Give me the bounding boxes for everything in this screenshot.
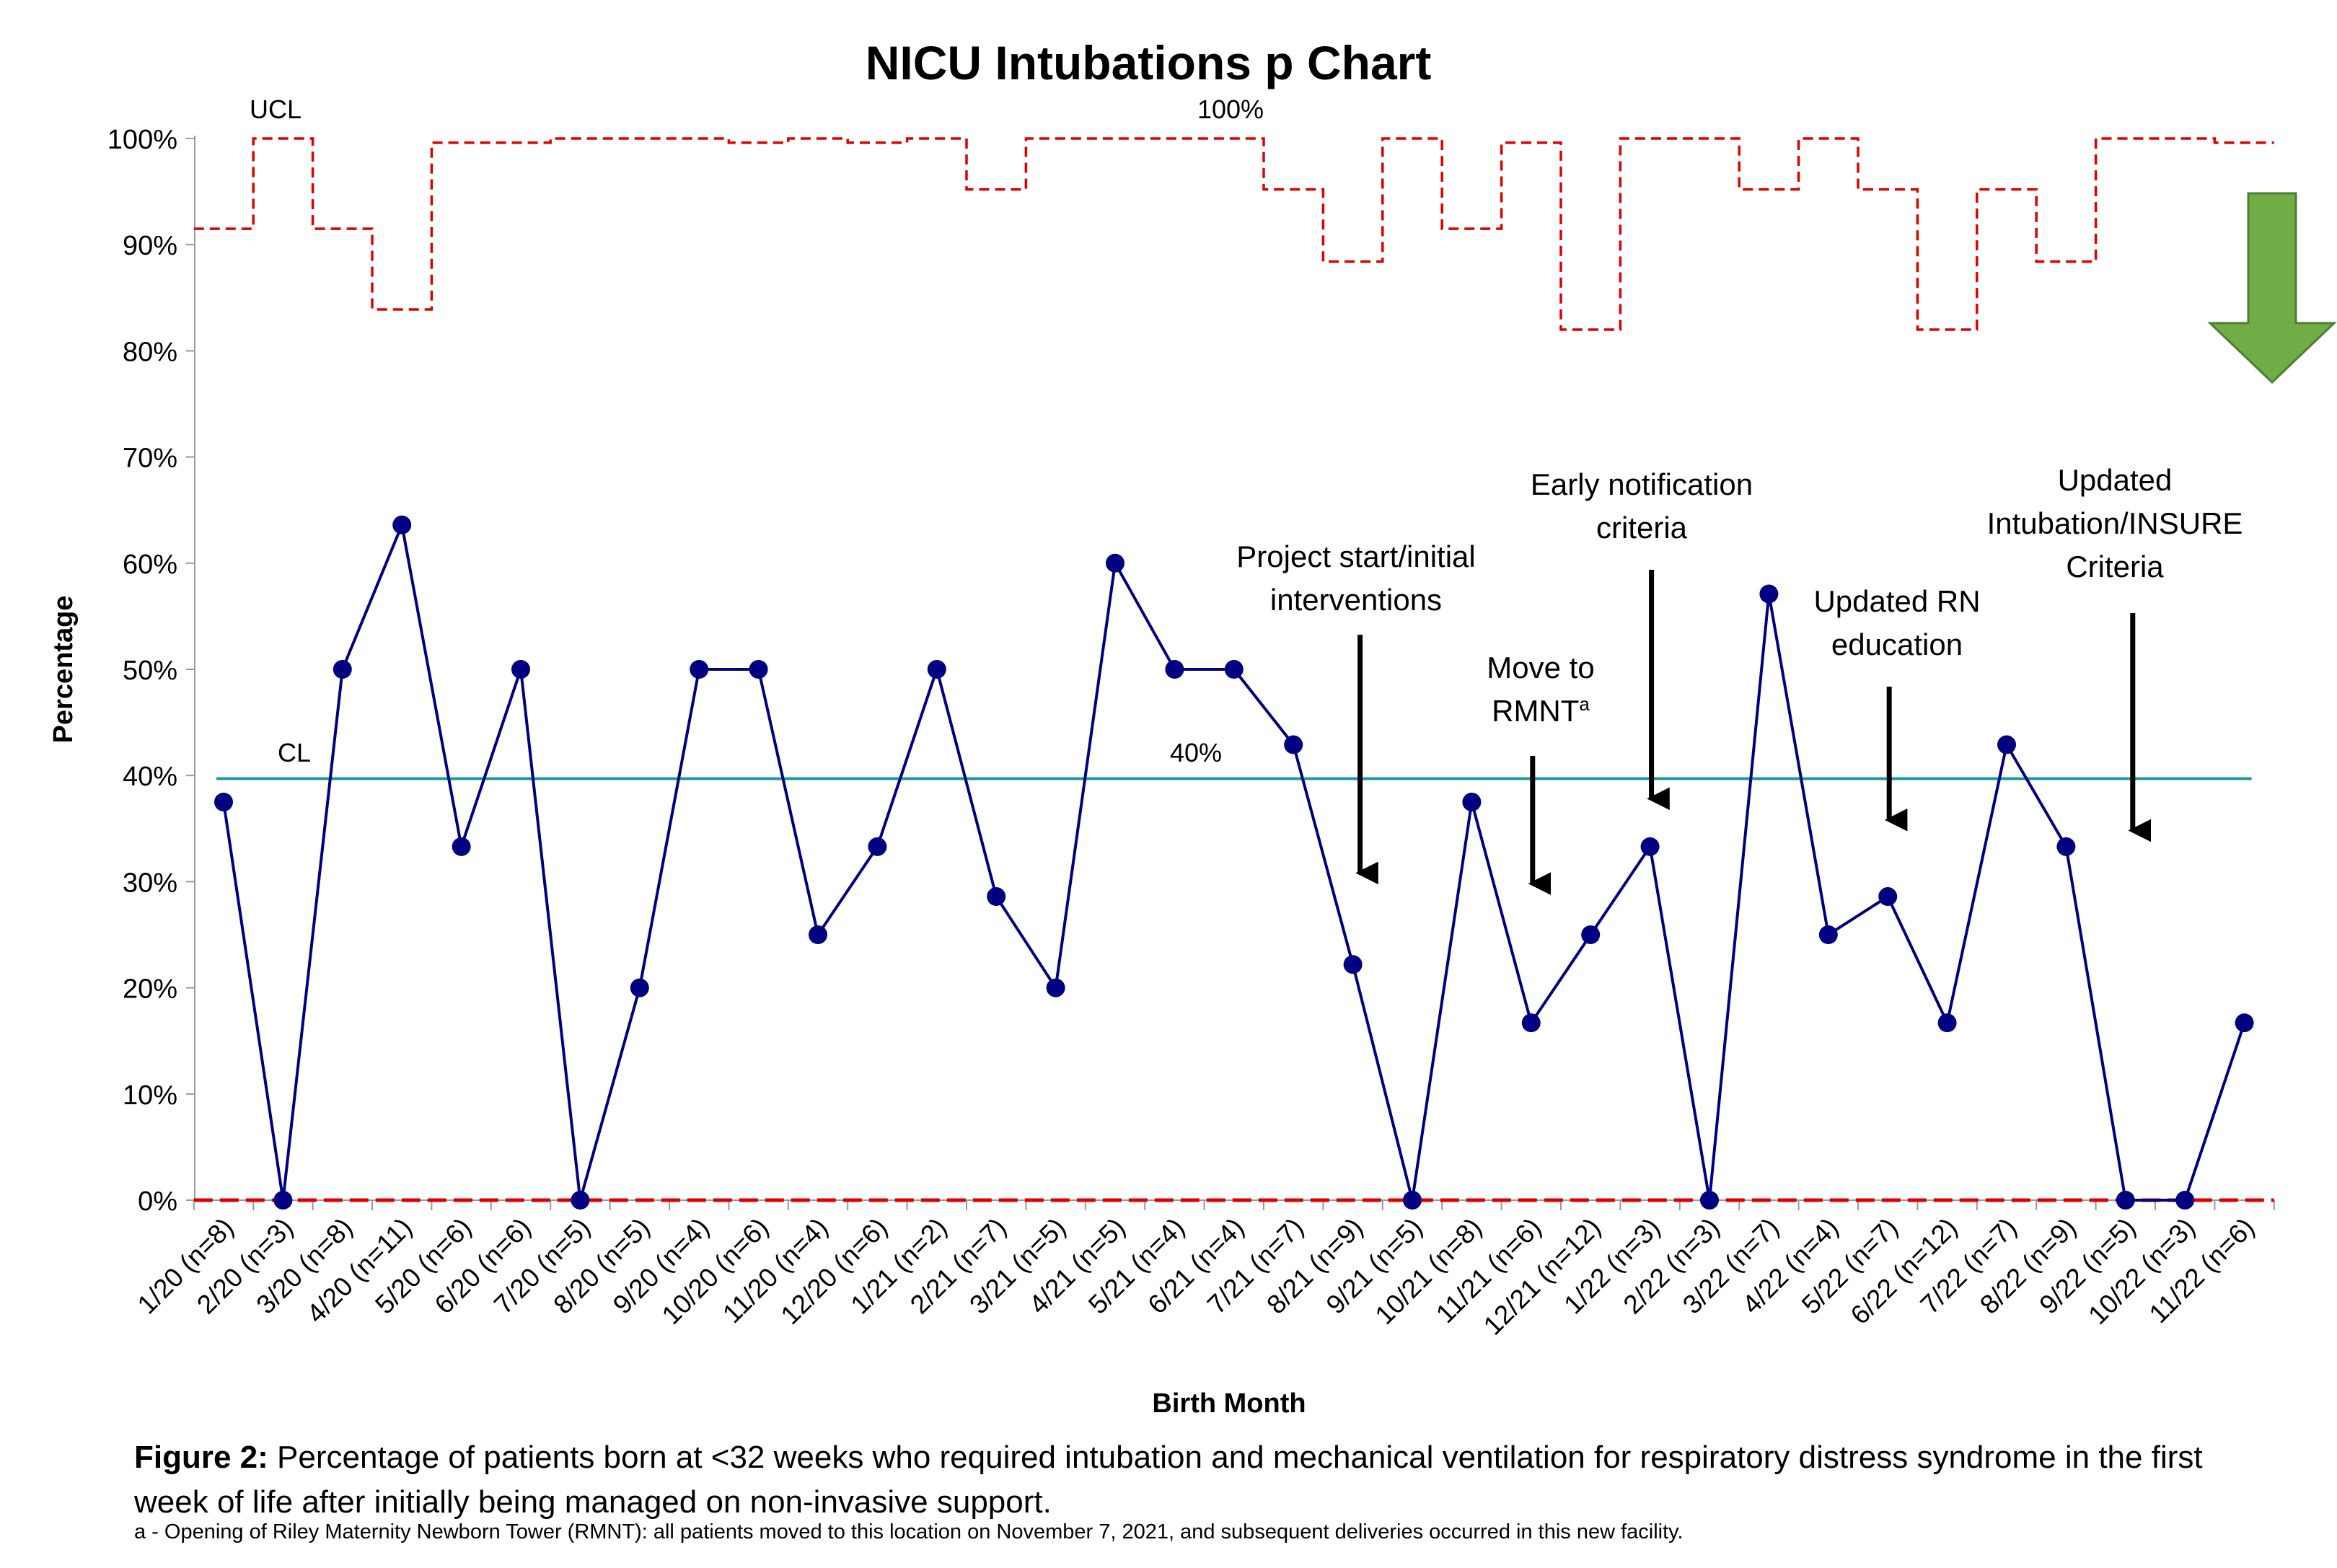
data-point bbox=[1403, 1191, 1422, 1210]
data-point bbox=[452, 837, 471, 856]
figure-caption: Figure 2: Percentage of patients born at… bbox=[134, 1435, 2284, 1525]
y-tick-label: 10% bbox=[123, 1080, 177, 1111]
data-point bbox=[2175, 1191, 2195, 1210]
data-point bbox=[214, 793, 233, 811]
y-tick-label: 50% bbox=[123, 656, 177, 686]
data-point bbox=[1462, 793, 1482, 811]
data-point bbox=[690, 660, 709, 679]
annotation-text: Updated bbox=[2058, 463, 2173, 497]
data-point bbox=[1521, 1013, 1541, 1033]
ucl-label: UCL bbox=[250, 94, 302, 124]
data-point bbox=[273, 1191, 293, 1210]
footnote: a - Opening of Riley Maternity Newborn T… bbox=[134, 1520, 1684, 1543]
figure-label: Figure 2: bbox=[134, 1440, 268, 1475]
data-point bbox=[511, 660, 530, 679]
y-tick-label: 20% bbox=[123, 974, 177, 1005]
annotation-superscript: a bbox=[1579, 693, 1590, 715]
data-point bbox=[1284, 735, 1303, 754]
annotation-text: interventions bbox=[1270, 583, 1442, 617]
annotation-text: Move to bbox=[1487, 651, 1594, 684]
data-point bbox=[1224, 660, 1244, 679]
data-point bbox=[2116, 1191, 2135, 1210]
cl-value-label: 40% bbox=[1170, 738, 1222, 767]
series-line bbox=[222, 519, 2246, 1202]
data-point bbox=[571, 1191, 590, 1210]
annotation-text: criteria bbox=[1596, 511, 1688, 545]
y-tick-label: 70% bbox=[123, 444, 177, 474]
ucl-value-label: 100% bbox=[1197, 94, 1264, 124]
y-tick-label: 60% bbox=[123, 550, 177, 580]
data-point bbox=[1818, 925, 1838, 944]
data-point bbox=[1878, 887, 1898, 907]
annotation-text: Intubation/INSURE bbox=[1987, 506, 2243, 540]
y-tick-label: 80% bbox=[123, 337, 177, 367]
desired-direction-arrow-icon bbox=[2207, 192, 2337, 384]
data-point bbox=[1700, 1191, 1719, 1210]
y-axis-label: Percentage bbox=[48, 596, 79, 744]
p-chart: NICU Intubations p Chart 0% 10% 20% 30% 40% 50… bbox=[48, 36, 2337, 1419]
cl-label: CL bbox=[278, 738, 311, 767]
y-tick-label: 100% bbox=[107, 125, 177, 155]
data-point bbox=[1343, 955, 1363, 974]
data-point bbox=[1106, 553, 1125, 573]
data-point bbox=[749, 660, 768, 679]
data-point bbox=[987, 887, 1006, 907]
data-point bbox=[1937, 1013, 1957, 1033]
annotation-text: Early notification bbox=[1531, 467, 1753, 501]
y-tick-label: 40% bbox=[123, 762, 177, 792]
data-point bbox=[630, 978, 649, 997]
annotation-text: Project start/initial bbox=[1236, 539, 1475, 573]
chart-title: NICU Intubations p Chart bbox=[866, 36, 1432, 89]
y-tick-label: 30% bbox=[123, 868, 177, 898]
annotation-text: education bbox=[1831, 627, 1963, 661]
data-point bbox=[1165, 660, 1184, 679]
data-point bbox=[809, 925, 827, 944]
data-point bbox=[868, 837, 887, 856]
annotation-text: Updated RN bbox=[1813, 584, 1980, 618]
y-tick-label: 0% bbox=[138, 1186, 177, 1217]
data-point bbox=[1640, 837, 1660, 856]
data-point bbox=[1997, 735, 2016, 754]
data-point bbox=[1046, 978, 1065, 997]
data-point bbox=[333, 660, 352, 679]
data-point bbox=[1759, 584, 1779, 604]
annotation-text: Criteria bbox=[2066, 550, 2164, 583]
data-point bbox=[927, 660, 946, 679]
y-tick-label: 90% bbox=[123, 231, 177, 261]
annotation-text: RMNTa bbox=[1492, 693, 1590, 728]
data-point bbox=[1581, 925, 1601, 944]
figure-caption-text: Percentage of patients born at <32 weeks… bbox=[134, 1440, 2203, 1520]
ucl-line bbox=[193, 137, 2274, 331]
x-axis-label: Birth Month bbox=[1152, 1388, 1306, 1419]
data-point bbox=[2056, 837, 2076, 856]
data-point bbox=[392, 515, 412, 534]
data-point bbox=[2235, 1013, 2254, 1033]
